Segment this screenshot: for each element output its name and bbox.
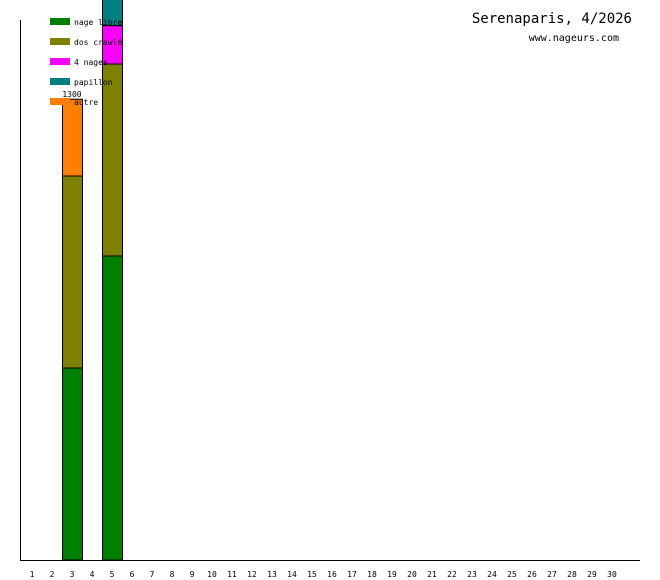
legend-swatch <box>50 38 70 45</box>
legend-swatch <box>50 78 70 85</box>
legend-label: papillon <box>74 78 113 87</box>
x-tick-label: 9 <box>190 570 195 579</box>
x-tick-label: 5 <box>110 570 115 579</box>
x-tick-label: 18 <box>367 570 377 579</box>
legend-swatch <box>50 98 70 105</box>
x-tick-label: 21 <box>427 570 437 579</box>
bars-layer <box>62 0 123 561</box>
x-tick-label: 11 <box>227 570 237 579</box>
x-tick-label: 28 <box>567 570 577 579</box>
x-tick-label: 2 <box>50 570 55 579</box>
x-tick-label: 22 <box>447 570 457 579</box>
x-tick-label: 7 <box>150 570 155 579</box>
x-tick-label: 17 <box>347 570 357 579</box>
x-tick-label: 12 <box>247 570 257 579</box>
bar-segment <box>102 0 123 27</box>
x-tick-label: 19 <box>387 570 397 579</box>
bar-segment <box>62 175 83 369</box>
bar-total-label: 1300 <box>62 90 81 99</box>
legend-label: autre <box>74 98 98 107</box>
legend: nage libre dos crawlé 4 nages papillon autre <box>50 18 122 107</box>
x-tick-label: 14 <box>287 570 297 579</box>
legend-label: 4 nages <box>74 58 108 67</box>
bar-segment <box>102 63 123 257</box>
bar-segment <box>62 367 83 561</box>
legend-swatch <box>50 18 70 25</box>
x-tick-label: 15 <box>307 570 317 579</box>
x-tick-label: 29 <box>587 570 597 579</box>
legend-swatch <box>50 58 70 65</box>
bar-segment <box>62 98 83 177</box>
legend-label: nage libre <box>74 18 122 27</box>
x-tick-label: 3 <box>70 570 75 579</box>
totals-layer: 13001500 <box>62 90 81 99</box>
x-tick-label: 4 <box>90 570 95 579</box>
chart-subtitle: www.nageurs.com <box>529 33 619 44</box>
x-tick-label: 8 <box>170 570 175 579</box>
chart-title: Serenaparis, 4/2026 <box>472 11 632 27</box>
x-tick-label: 25 <box>507 570 517 579</box>
x-tick-label: 26 <box>527 570 537 579</box>
x-tick-label: 23 <box>467 570 477 579</box>
x-tick-label: 30 <box>607 570 617 579</box>
bar-segment <box>102 255 123 561</box>
x-tick-label: 13 <box>267 570 277 579</box>
x-tick-label: 20 <box>407 570 417 579</box>
x-tick-label: 6 <box>130 570 135 579</box>
x-tick-labels: 1 2 3 4 5 6 7 8 9 10 11 12 13 14 15 16 17 18 19 20 21 22 23 24 2… <box>30 570 617 579</box>
x-tick-label: 16 <box>327 570 337 579</box>
x-tick-label: 1 <box>30 570 35 579</box>
x-tick-label: 27 <box>547 570 557 579</box>
x-tick-label: 10 <box>207 570 217 579</box>
x-tick-label: 24 <box>487 570 497 579</box>
legend-label: dos crawlé <box>74 37 122 47</box>
